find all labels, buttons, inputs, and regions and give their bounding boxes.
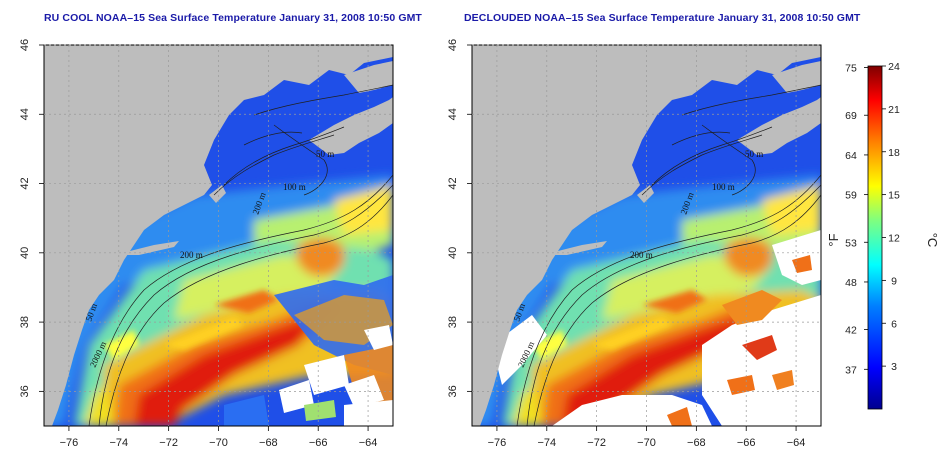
lon-tick-label: −74 bbox=[109, 437, 128, 449]
right-residual-patches bbox=[667, 255, 812, 426]
fahrenheit-scale: 75 69 64 59 53 48 42 37 bbox=[845, 63, 868, 376]
lon-tick-label: −76 bbox=[60, 437, 79, 449]
lon-tick-label: −70 bbox=[637, 437, 656, 449]
contour-label-100m: 100 m bbox=[283, 182, 306, 192]
fahrenheit-tick-label: 42 bbox=[845, 325, 857, 337]
contour-label-200m: 200 m bbox=[630, 250, 653, 260]
lat-tick-label: 42 bbox=[19, 177, 31, 189]
right-map-axis-ticks: −76 −74 −72 −70 −68 −66 −64 36 38 40 42 44 46 bbox=[447, 39, 805, 449]
fahrenheit-unit-label: °F bbox=[826, 233, 841, 246]
fahrenheit-tick-label: 59 bbox=[845, 190, 857, 202]
contour-label-50m-north: 50 m bbox=[745, 149, 763, 159]
contour-label-50m-north: 50 m bbox=[316, 149, 334, 159]
contour-label-100m: 100 m bbox=[712, 182, 735, 192]
lon-tick-label: −68 bbox=[259, 437, 278, 449]
lon-tick-label: −68 bbox=[687, 437, 706, 449]
left-map-axis-ticks: −76 −74 −72 −70 −68 −66 −64 36 38 40 42 44 46 bbox=[19, 39, 377, 449]
lon-tick-label: −72 bbox=[587, 437, 606, 449]
lat-tick-label: 46 bbox=[19, 39, 31, 51]
contour-label-200m: 200 m bbox=[180, 250, 203, 260]
fahrenheit-tick-label: 53 bbox=[845, 237, 857, 249]
celsius-tick-label: 21 bbox=[888, 104, 900, 116]
fahrenheit-tick-label: 48 bbox=[845, 277, 857, 289]
lon-tick-label: −76 bbox=[488, 437, 507, 449]
lon-tick-label: −66 bbox=[737, 437, 756, 449]
right-map-title: DECLOUDED NOAA–15 Sea Surface Temperatur… bbox=[464, 12, 861, 24]
lat-tick-label: 46 bbox=[447, 39, 459, 51]
right-map-gridlines bbox=[472, 44, 821, 426]
lat-tick-label: 38 bbox=[447, 316, 459, 328]
fahrenheit-tick-label: 75 bbox=[845, 63, 857, 75]
left-cloud-artifacts bbox=[224, 275, 393, 426]
fahrenheit-tick-label: 69 bbox=[845, 110, 857, 122]
celsius-tick-label: 12 bbox=[888, 233, 900, 245]
left-map: −76 −74 −72 −70 −68 −66 −64 36 38 40 42 44 46 bbox=[19, 39, 394, 449]
colorbar-gradient bbox=[867, 65, 883, 410]
lat-tick-label: 44 bbox=[19, 108, 31, 120]
celsius-tick-label: 15 bbox=[888, 190, 900, 202]
colorbar: 75 69 64 59 53 48 42 37 24 21 18 15 12 9 6 3 °F °C bbox=[826, 61, 940, 410]
lon-tick-label: −74 bbox=[537, 437, 556, 449]
celsius-tick-label: 18 bbox=[888, 147, 900, 159]
lat-tick-label: 40 bbox=[447, 247, 459, 259]
celsius-tick-label: 3 bbox=[891, 361, 897, 373]
lon-tick-label: −64 bbox=[787, 437, 806, 449]
left-map-title: RU COOL NOAA–15 Sea Surface Temperature … bbox=[44, 12, 422, 24]
fahrenheit-tick-label: 37 bbox=[845, 364, 857, 376]
left-map-gridlines bbox=[44, 44, 393, 426]
lon-tick-label: −70 bbox=[209, 437, 228, 449]
lat-tick-label: 36 bbox=[447, 385, 459, 397]
celsius-scale: 24 21 18 15 12 9 6 3 bbox=[882, 61, 900, 373]
lon-tick-label: −72 bbox=[159, 437, 178, 449]
fahrenheit-tick-label: 64 bbox=[845, 150, 857, 162]
celsius-unit-label: °C bbox=[925, 233, 940, 248]
lon-tick-label: −66 bbox=[309, 437, 328, 449]
lat-tick-label: 44 bbox=[447, 108, 459, 120]
celsius-tick-label: 6 bbox=[891, 318, 897, 330]
lat-tick-label: 38 bbox=[19, 316, 31, 328]
celsius-tick-label: 9 bbox=[891, 275, 897, 287]
lon-tick-label: −64 bbox=[359, 437, 378, 449]
lat-tick-label: 36 bbox=[19, 385, 31, 397]
lat-tick-label: 40 bbox=[19, 247, 31, 259]
right-map: −76 −74 −72 −70 −68 −66 −64 36 38 40 42 44 46 bbox=[447, 39, 822, 449]
lat-tick-label: 42 bbox=[447, 177, 459, 189]
celsius-tick-label: 24 bbox=[888, 61, 900, 73]
